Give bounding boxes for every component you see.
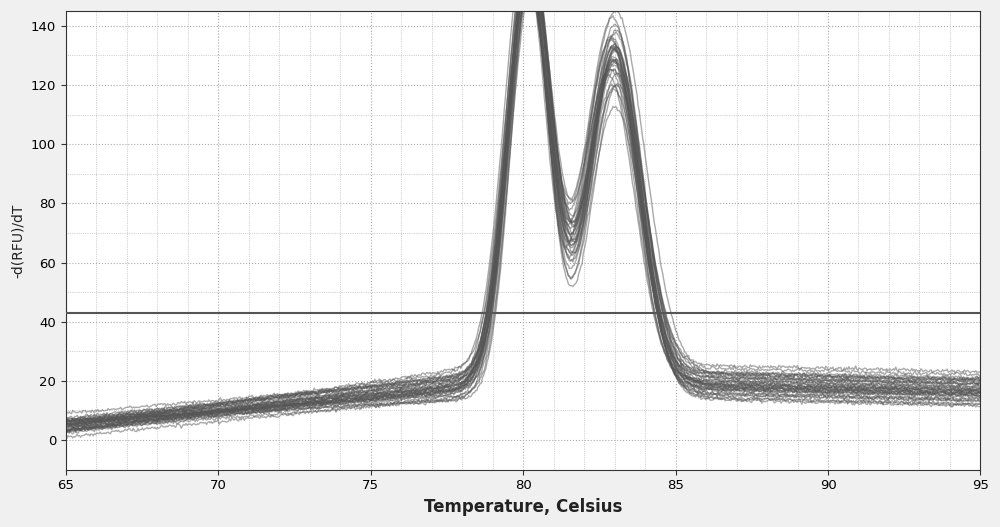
X-axis label: Temperature, Celsius: Temperature, Celsius — [424, 498, 622, 516]
Y-axis label: -d(RFU)/dT: -d(RFU)/dT — [11, 203, 25, 278]
